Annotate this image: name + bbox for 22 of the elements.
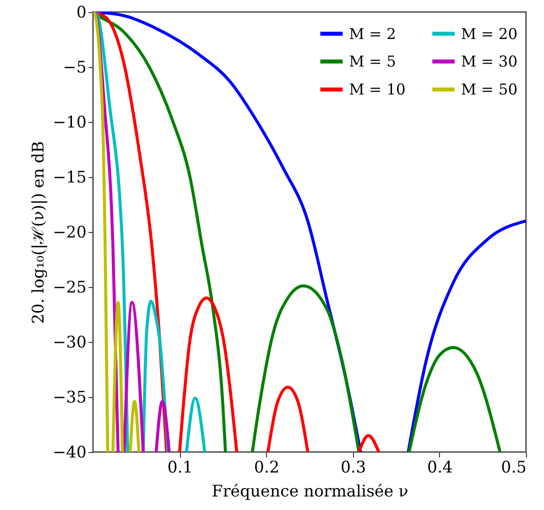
y-axis-title: 20. log₁₀(|ℋ(ν)|) en dB [28,141,48,324]
legend-label: M = 20 [461,24,518,43]
legend-label: M = 2 [349,24,396,43]
y-tick-label: −15 [52,168,86,186]
y-tick-label: −10 [52,112,86,132]
x-tick-label: 0.1 [167,458,193,476]
legend-label: M = 5 [349,52,396,70]
x-tick-label: 0.4 [427,458,453,476]
y-tick-label: −5 [62,58,86,76]
y-tick-label: 0 [76,2,86,22]
legend-label: M = 50 [461,80,518,98]
y-tick-label: −25 [52,278,86,296]
y-tick-label: −20 [52,222,86,242]
x-tick-label: 0.2 [254,458,280,476]
y-tick-label: −30 [52,332,86,352]
legend-label: M = 10 [349,80,406,98]
x-tick-label: 0.3 [340,458,366,476]
y-tick-label: −40 [52,442,86,462]
legend-label: M = 30 [461,52,518,70]
x-tick-label: 0.5 [501,458,526,476]
x-axis-title: Fréquence normalisée ν [212,482,408,500]
y-tick-label: −35 [52,388,86,406]
